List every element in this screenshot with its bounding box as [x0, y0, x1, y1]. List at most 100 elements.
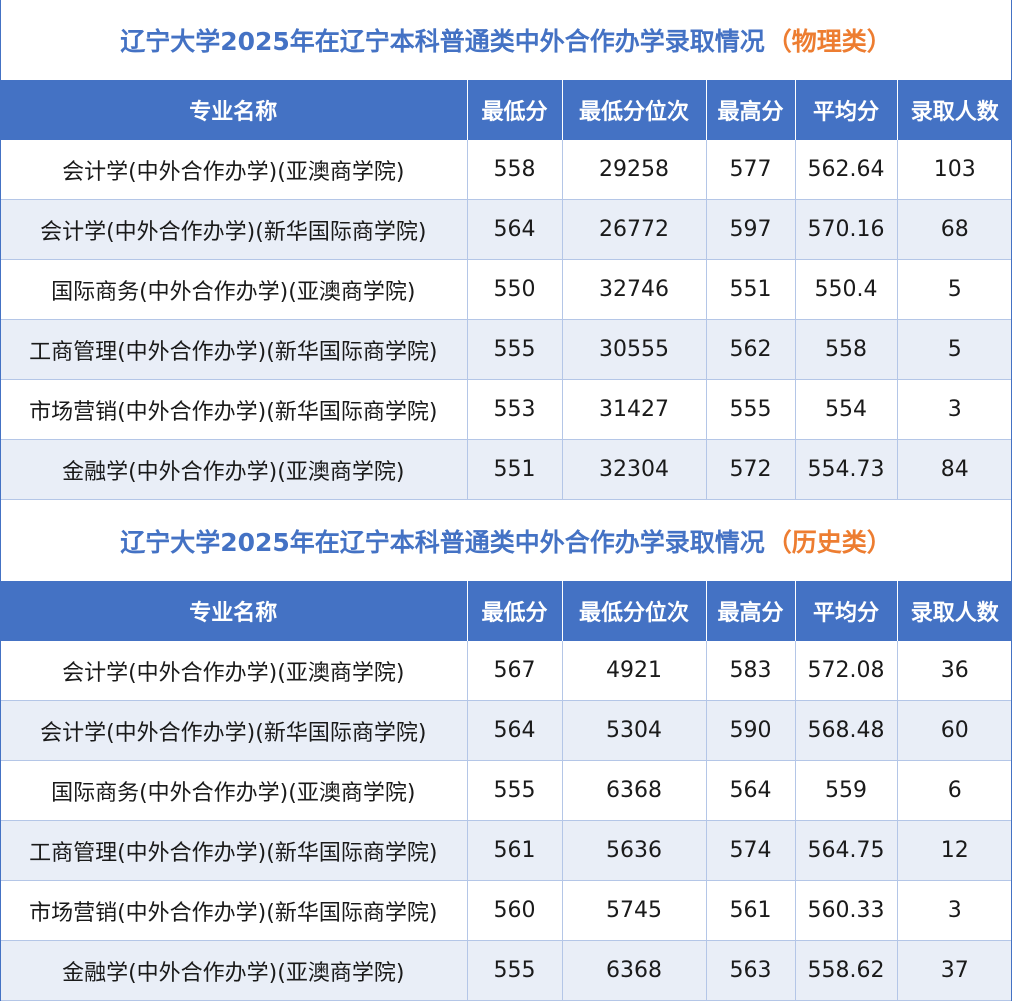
cell-major: 金融学(中外合作办学)(亚澳商学院) — [0, 940, 468, 1001]
cell-admitted: 6 — [897, 760, 1012, 821]
cell-min-rank: 26772 — [562, 199, 707, 260]
cell-min-score: 564 — [467, 700, 563, 761]
cell-admitted: 84 — [897, 439, 1012, 500]
section-title: 辽宁大学2025年在辽宁本科普通类中外合作办学录取情况 （历史类） — [0, 500, 1012, 581]
col-header-admitted: 录取人数 — [897, 581, 1012, 641]
cell-max-score: 597 — [706, 199, 796, 260]
cell-major: 工商管理(中外合作办学)(新华国际商学院) — [0, 820, 468, 881]
table-row: 市场营销(中外合作办学)(新华国际商学院) 553 31427 555 554 … — [0, 379, 1012, 440]
col-header-min-rank: 最低分位次 — [562, 581, 707, 641]
cell-min-rank: 6368 — [562, 940, 707, 1001]
table-row: 工商管理(中外合作办学)(新华国际商学院) 561 5636 574 564.7… — [0, 820, 1012, 881]
table-row: 工商管理(中外合作办学)(新华国际商学院) 555 30555 562 558 … — [0, 319, 1012, 380]
table-header-row: 专业名称 最低分 最低分位次 最高分 平均分 录取人数 — [0, 581, 1012, 641]
cell-admitted: 60 — [897, 700, 1012, 761]
cell-admitted: 37 — [897, 940, 1012, 1001]
cell-min-score: 561 — [467, 820, 563, 881]
cell-avg-score: 572.08 — [795, 641, 898, 701]
section-title: 辽宁大学2025年在辽宁本科普通类中外合作办学录取情况 （物理类） — [0, 0, 1012, 80]
cell-avg-score: 560.33 — [795, 880, 898, 941]
col-header-min-score: 最低分 — [467, 581, 563, 641]
cell-admitted: 3 — [897, 379, 1012, 440]
cell-max-score: 562 — [706, 319, 796, 380]
cell-avg-score: 564.75 — [795, 820, 898, 881]
cell-major: 国际商务(中外合作办学)(亚澳商学院) — [0, 760, 468, 821]
table-row: 会计学(中外合作办学)(亚澳商学院) 567 4921 583 572.08 3… — [0, 641, 1012, 701]
history-section: 辽宁大学2025年在辽宁本科普通类中外合作办学录取情况 （历史类） 专业名称 最低… — [0, 500, 1012, 1001]
table-header-row: 专业名称 最低分 最低分位次 最高分 平均分 录取人数 — [0, 80, 1012, 140]
cell-min-rank: 29258 — [562, 140, 707, 200]
cell-min-score: 555 — [467, 940, 563, 1001]
cell-max-score: 555 — [706, 379, 796, 440]
cell-min-rank: 6368 — [562, 760, 707, 821]
cell-admitted: 3 — [897, 880, 1012, 941]
cell-admitted: 5 — [897, 259, 1012, 320]
cell-admitted: 68 — [897, 199, 1012, 260]
cell-min-rank: 5745 — [562, 880, 707, 941]
cell-max-score: 572 — [706, 439, 796, 500]
table-row: 国际商务(中外合作办学)(亚澳商学院) 555 6368 564 559 6 — [0, 760, 1012, 821]
cell-avg-score: 554.73 — [795, 439, 898, 500]
cell-admitted: 103 — [897, 140, 1012, 200]
cell-max-score: 563 — [706, 940, 796, 1001]
cell-max-score: 561 — [706, 880, 796, 941]
admission-table: 专业名称 最低分 最低分位次 最高分 平均分 录取人数 会计学(中外合作办学)(… — [0, 581, 1012, 1001]
cell-admitted: 12 — [897, 820, 1012, 881]
col-header-min-score: 最低分 — [467, 80, 563, 140]
cell-avg-score: 570.16 — [795, 199, 898, 260]
cell-max-score: 564 — [706, 760, 796, 821]
cell-major: 市场营销(中外合作办学)(新华国际商学院) — [0, 379, 468, 440]
cell-max-score: 577 — [706, 140, 796, 200]
cell-min-score: 550 — [467, 259, 563, 320]
cell-avg-score: 559 — [795, 760, 898, 821]
section-category: （物理类） — [766, 27, 892, 56]
col-header-max-score: 最高分 — [706, 581, 796, 641]
cell-max-score: 583 — [706, 641, 796, 701]
col-header-major: 专业名称 — [0, 80, 468, 140]
col-header-avg-score: 平均分 — [795, 581, 898, 641]
cell-major: 市场营销(中外合作办学)(新华国际商学院) — [0, 880, 468, 941]
table-row: 市场营销(中外合作办学)(新华国际商学院) 560 5745 561 560.3… — [0, 880, 1012, 941]
cell-min-score: 558 — [467, 140, 563, 200]
cell-admitted: 36 — [897, 641, 1012, 701]
table-row: 国际商务(中外合作办学)(亚澳商学院) 550 32746 551 550.4 … — [0, 259, 1012, 320]
cell-major: 会计学(中外合作办学)(亚澳商学院) — [0, 140, 468, 200]
section-title-text: 辽宁大学2025年在辽宁本科普通类中外合作办学录取情况 — [120, 27, 765, 56]
cell-major: 工商管理(中外合作办学)(新华国际商学院) — [0, 319, 468, 380]
col-header-admitted: 录取人数 — [897, 80, 1012, 140]
cell-min-rank: 4921 — [562, 641, 707, 701]
cell-min-score: 564 — [467, 199, 563, 260]
cell-avg-score: 562.64 — [795, 140, 898, 200]
admission-table: 专业名称 最低分 最低分位次 最高分 平均分 录取人数 会计学(中外合作办学)(… — [0, 80, 1012, 500]
left-border — [0, 0, 1, 1001]
col-header-max-score: 最高分 — [706, 80, 796, 140]
cell-min-rank: 5636 — [562, 820, 707, 881]
cell-min-score: 553 — [467, 379, 563, 440]
col-header-major: 专业名称 — [0, 581, 468, 641]
cell-min-rank: 30555 — [562, 319, 707, 380]
section-title-text: 辽宁大学2025年在辽宁本科普通类中外合作办学录取情况 — [120, 527, 765, 557]
col-header-avg-score: 平均分 — [795, 80, 898, 140]
cell-major: 会计学(中外合作办学)(新华国际商学院) — [0, 700, 468, 761]
cell-min-rank: 32304 — [562, 439, 707, 500]
table-row: 金融学(中外合作办学)(亚澳商学院) 555 6368 563 558.62 3… — [0, 940, 1012, 1001]
table-row: 金融学(中外合作办学)(亚澳商学院) 551 32304 572 554.73 … — [0, 439, 1012, 500]
cell-avg-score: 554 — [795, 379, 898, 440]
cell-major: 金融学(中外合作办学)(亚澳商学院) — [0, 439, 468, 500]
cell-avg-score: 550.4 — [795, 259, 898, 320]
section-category: （历史类） — [766, 527, 892, 557]
cell-min-score: 555 — [467, 319, 563, 380]
cell-min-score: 555 — [467, 760, 563, 821]
cell-admitted: 5 — [897, 319, 1012, 380]
cell-min-rank: 32746 — [562, 259, 707, 320]
col-header-min-rank: 最低分位次 — [562, 80, 707, 140]
table-row: 会计学(中外合作办学)(亚澳商学院) 558 29258 577 562.64 … — [0, 140, 1012, 200]
cell-min-score: 560 — [467, 880, 563, 941]
table-row: 会计学(中外合作办学)(新华国际商学院) 564 26772 597 570.1… — [0, 199, 1012, 260]
table-row: 会计学(中外合作办学)(新华国际商学院) 564 5304 590 568.48… — [0, 700, 1012, 761]
cell-max-score: 590 — [706, 700, 796, 761]
cell-min-score: 567 — [467, 641, 563, 701]
cell-avg-score: 558 — [795, 319, 898, 380]
cell-min-score: 551 — [467, 439, 563, 500]
